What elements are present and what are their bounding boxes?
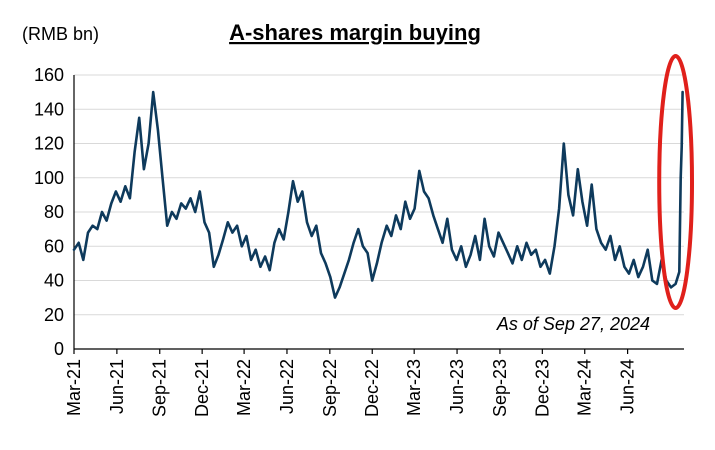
highlight-group [657,54,695,310]
x-tick-label: Sep-21 [150,359,170,417]
chart-title: A-shares margin buying [229,20,481,45]
series-group [72,90,684,299]
x-tick-label: Jun-21 [107,359,127,414]
y-tick-label: 100 [34,168,64,188]
x-tick-label: Mar-23 [404,359,424,416]
x-tick-label: Mar-24 [575,359,595,416]
x-tick-label: Jun-22 [277,359,297,414]
as-of-annotation: As of Sep 27, 2024 [496,314,650,334]
x-tick-label: Mar-22 [234,359,254,416]
y-tick-label: 0 [54,339,64,359]
y-tick-label: 160 [34,65,64,85]
highlight-ellipse [657,54,695,310]
y-tick-label: 40 [44,271,64,291]
x-tick-label: Jun-24 [618,359,638,414]
y-axis-unit-label: (RMB bn) [22,24,99,44]
y-tick-label: 20 [44,305,64,325]
y-tick-label: 60 [44,236,64,256]
y-tick-label: 140 [34,99,64,119]
x-tick-label: Jun-23 [447,359,467,414]
x-tick-label: Mar-21 [64,359,84,416]
y-tick-label: 120 [34,134,64,154]
x-tick-label: Sep-22 [320,359,340,417]
y-tick-label: 80 [44,202,64,222]
gridlines [74,74,684,316]
x-tick-label: Dec-22 [362,359,382,417]
x-tick-label: Dec-21 [192,359,212,417]
x-axis: Mar-21 Jun-21 Sep-21 Dec-21 Mar-22 Jun-22 Sep-… [64,75,684,417]
x-tick-label: Dec-23 [532,359,552,417]
x-tick-label: Sep-23 [490,359,510,417]
series-line-0 [72,90,684,299]
y-axis-ticks: 0 20 40 60 80 100 120 140 160 [34,65,64,359]
